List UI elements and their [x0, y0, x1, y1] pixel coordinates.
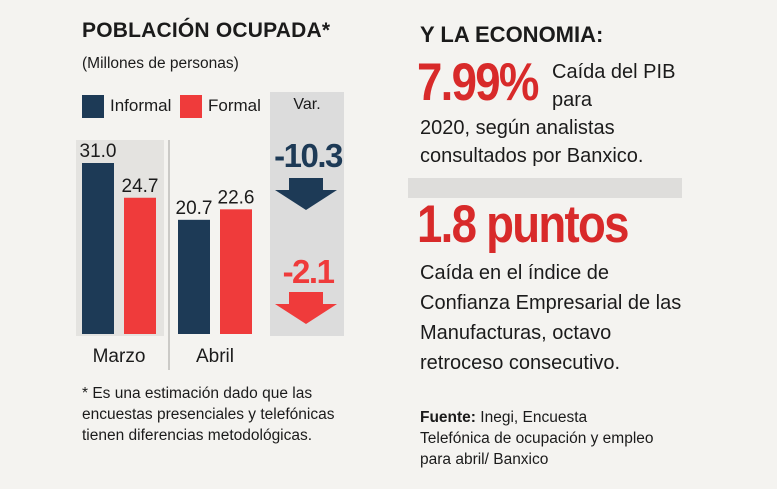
category-label-abril: Abril — [196, 346, 234, 367]
bar-formal-abril — [220, 209, 252, 334]
confidence-drop-value: 1.8 puntos — [417, 195, 629, 254]
source-text: Inegi, Encuesta Telefónica de ocupación … — [420, 409, 654, 468]
gdp-drop-value: 7.99% — [417, 53, 539, 112]
legend-swatch-formal — [180, 94, 202, 118]
down-arrow-icon-informal — [275, 178, 337, 210]
separator-bar — [408, 178, 682, 198]
source-note: Fuente: Inegi, Encuesta Telefónica de oc… — [420, 407, 660, 470]
gdp-drop-description-line2: 2020, según analistas consultados por Ba… — [420, 117, 644, 167]
legend-label-informal: Informal — [110, 96, 172, 115]
confidence-drop-description: Caída en el índice de Confianza Empresar… — [420, 262, 682, 374]
legend-label-formal: Formal — [208, 96, 261, 115]
footnote: * Es una estimación dado que las encuest… — [82, 385, 335, 444]
gdp-drop-description-line1: Caída del PIB para — [552, 61, 676, 111]
chart-subtitle: (Millones de personas) — [82, 55, 239, 72]
category-label-marzo: Marzo — [93, 346, 146, 367]
economy-heading: Y LA ECONOMIA: — [420, 22, 604, 47]
data-label-formal-marzo: 24.7 — [122, 176, 159, 197]
data-label-informal-marzo: 31.0 — [80, 141, 117, 162]
data-label-formal-abril: 22.6 — [218, 187, 255, 208]
legend-item-formal: Formal — [180, 94, 261, 118]
source-label: Fuente: — [420, 409, 476, 426]
legend-swatch-informal — [82, 94, 104, 118]
bar-formal-marzo — [124, 197, 156, 334]
variation-informal-value: -10.3 — [274, 137, 343, 174]
legend-item-informal: Informal — [82, 94, 171, 118]
variation-header: Var. — [293, 96, 321, 113]
bar-informal-marzo — [82, 163, 114, 334]
chart-title: POBLACIÓN OCUPADA* — [82, 19, 331, 42]
down-arrow-icon-formal — [275, 292, 337, 324]
data-label-informal-abril: 20.7 — [176, 198, 213, 219]
bar-informal-abril — [178, 219, 210, 334]
variation-formal-value: -2.1 — [282, 253, 335, 290]
